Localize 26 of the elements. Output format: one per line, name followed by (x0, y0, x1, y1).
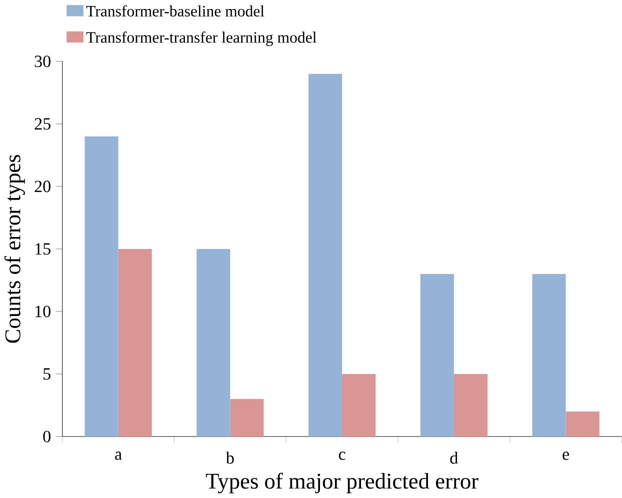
bar (196, 249, 230, 437)
bar (342, 374, 376, 437)
y-tick-label: 20 (34, 180, 50, 192)
x-tick-label: b (226, 452, 234, 464)
y-tick-label: 10 (36, 306, 50, 318)
x-tick-label: e (562, 452, 569, 460)
y-tick-label: 25 (34, 118, 50, 130)
bar (84, 136, 118, 437)
bar (532, 274, 566, 437)
y-tick-label: 0 (43, 430, 50, 442)
bar (566, 412, 600, 437)
y-axis-title: Counts of error types (4, 155, 25, 343)
x-axis-title: Types of major predicted error (206, 472, 478, 494)
x-tick-label: c (338, 452, 346, 460)
bar (118, 249, 152, 437)
y-tick-label: 15 (36, 243, 50, 255)
x-tick-label: a (115, 452, 122, 460)
bar (308, 74, 342, 437)
bar (230, 399, 264, 437)
y-tick-label: 5 (44, 368, 50, 380)
bar (420, 274, 454, 437)
legend-label: Transformer-baseline model (86, 5, 264, 17)
legend-label: Transformer-transfer learning model (86, 32, 316, 46)
y-tick-label: 30 (34, 56, 50, 68)
bar (454, 374, 488, 437)
x-tick-label: d (450, 452, 458, 464)
